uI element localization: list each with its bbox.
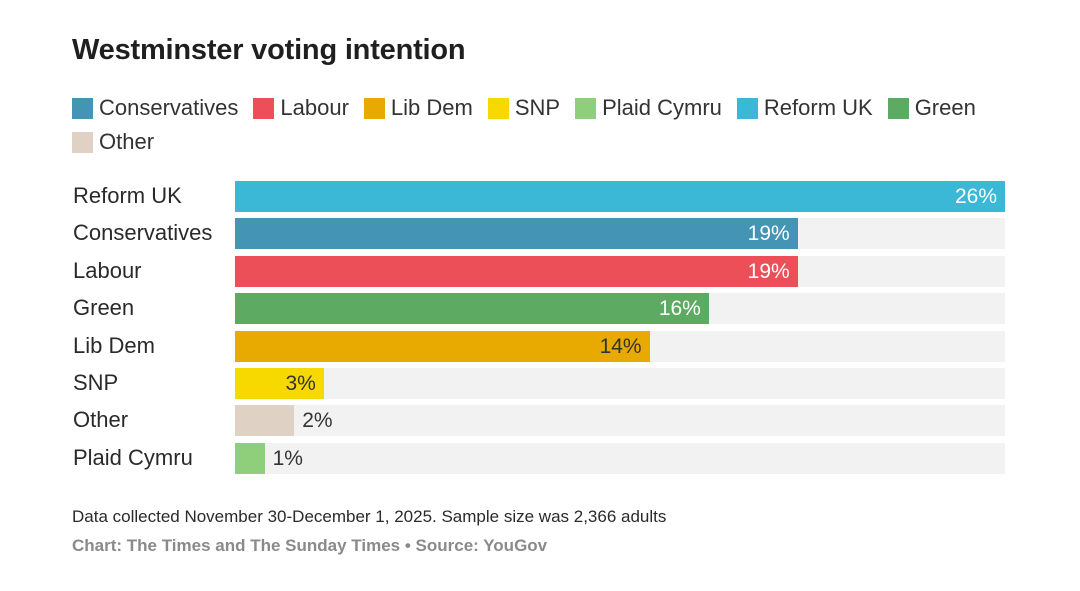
category-label: Green xyxy=(73,295,135,321)
bar-row: Labour 19% xyxy=(72,255,1006,287)
bar xyxy=(235,293,709,325)
legend-label: SNP xyxy=(514,95,561,120)
category-label: Conservatives xyxy=(73,220,213,246)
bar-row: Other 2% xyxy=(72,404,1006,437)
bar-track: 16% xyxy=(235,293,1005,325)
category-label: Reform UK xyxy=(73,183,182,208)
legend-label: Plaid Cymru xyxy=(602,95,722,120)
bar-track: 26% xyxy=(235,181,1005,212)
bar-row: Green 16% xyxy=(72,292,1006,325)
legend-label: Reform UK xyxy=(763,95,873,120)
bar xyxy=(235,368,324,399)
legend-label: Other xyxy=(99,129,155,154)
legend-swatch xyxy=(72,131,93,153)
value-label: 26% xyxy=(954,185,997,208)
bar-row: Lib Dem 14% xyxy=(72,330,1006,362)
legend-swatch xyxy=(575,97,597,119)
legend-item: Lib Dem xyxy=(363,95,473,120)
category-label: Labour xyxy=(73,257,142,283)
bar-row: SNP 3% xyxy=(72,367,1006,399)
legend-label: Lib Dem xyxy=(390,95,473,120)
legend-swatch xyxy=(887,97,909,119)
chart-title: Westminster voting intention xyxy=(72,34,466,66)
bar-chart: Reform UK 26% Conservatives 19% Labour 19% Gre… xyxy=(72,180,1006,480)
bar-row: Plaid Cymru 1% xyxy=(72,442,1006,474)
category-label: Plaid Cymru xyxy=(73,444,193,470)
value-label: 14% xyxy=(599,334,642,358)
bar-row: Reform UK 26% xyxy=(72,180,1006,212)
bar xyxy=(235,405,295,437)
value-label: 3% xyxy=(285,372,316,395)
bar-track: 1% xyxy=(235,442,1005,474)
legend-label: Conservatives xyxy=(99,95,239,120)
data-collection-note: Data collected November 30-December 1, 2… xyxy=(72,507,667,526)
legend-item: Plaid Cymru xyxy=(575,95,722,120)
legend-item: Conservatives xyxy=(72,95,239,120)
bar-row: Conservatives 19% xyxy=(72,217,1006,250)
legend-swatch xyxy=(363,97,385,119)
category-label: Lib Dem xyxy=(73,332,155,358)
legend-swatch xyxy=(253,97,275,119)
value-label: 1% xyxy=(272,446,303,470)
legend-item: SNP xyxy=(487,95,561,120)
legend-swatch xyxy=(736,97,758,119)
category-label: Other xyxy=(73,407,129,433)
value-label: 2% xyxy=(302,409,333,433)
legend-item: Green xyxy=(887,95,976,120)
bar-track: 2% xyxy=(235,405,1005,437)
legend-item: Labour xyxy=(253,95,349,120)
legend-item: Other xyxy=(72,129,155,154)
chart-source: Chart: The Times and The Sunday Times • … xyxy=(72,536,548,555)
bar-track: 14% xyxy=(235,330,1005,362)
bar-track: 19% xyxy=(235,255,1005,287)
bar xyxy=(235,218,798,250)
bar xyxy=(235,255,798,287)
bar xyxy=(235,181,1005,212)
legend-swatch xyxy=(72,97,93,119)
chart-legend: Conservatives Labour Lib Dem SNP Plaid Cymru… xyxy=(72,95,1032,154)
legend-swatch xyxy=(487,97,509,119)
category-label: SNP xyxy=(73,370,119,395)
legend-label: Labour xyxy=(280,95,349,120)
value-label: 16% xyxy=(658,297,701,321)
legend-item: Reform UK xyxy=(736,95,873,120)
value-label: 19% xyxy=(747,259,790,283)
bar-track: 3% xyxy=(235,368,1005,399)
legend-label: Green xyxy=(914,95,976,120)
bar xyxy=(235,442,265,474)
bar xyxy=(235,330,650,362)
value-label: 19% xyxy=(747,222,790,246)
bar-track: 19% xyxy=(235,218,1005,250)
